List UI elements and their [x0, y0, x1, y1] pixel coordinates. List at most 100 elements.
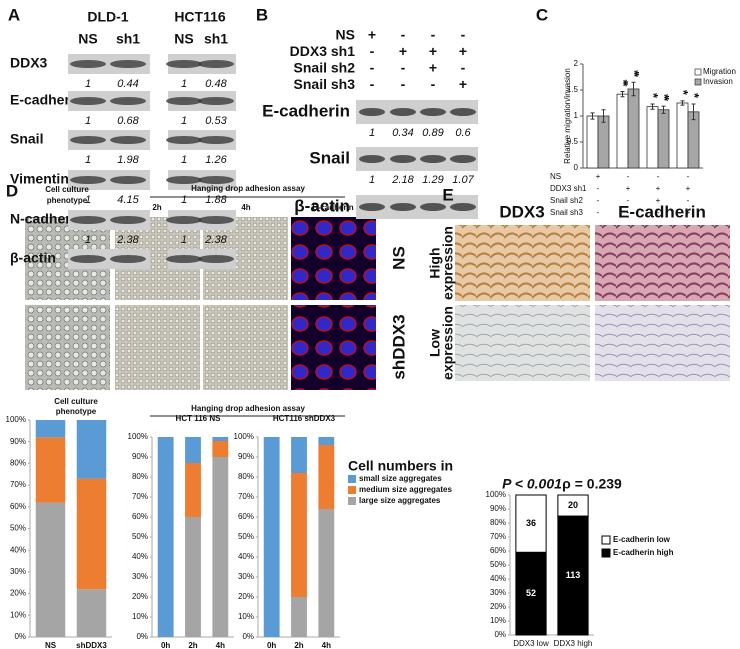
- row-label: expression: [440, 226, 456, 300]
- legend-swatch: [348, 497, 356, 505]
- y-tick-label: 90%: [238, 452, 254, 461]
- photo: [595, 225, 730, 301]
- row-label: Low: [427, 329, 443, 357]
- chart-title: phenotype: [56, 407, 97, 416]
- bar-segment: [76, 420, 107, 479]
- band: [198, 255, 234, 263]
- y-tick-label: 20%: [132, 592, 148, 601]
- legend-swatch: [601, 548, 611, 558]
- quant: 0.68: [117, 115, 139, 127]
- legend-swatch: [348, 475, 356, 483]
- lane-label: sh1: [116, 31, 140, 47]
- protein-label: Snail: [10, 131, 43, 147]
- error-bar: [620, 91, 625, 98]
- y-tick-label: 10%: [132, 612, 148, 621]
- quant: 0.89: [422, 127, 443, 139]
- sign: -: [431, 27, 436, 43]
- quant: 1.26: [205, 154, 227, 166]
- sign: -: [657, 208, 660, 217]
- y-tick-label: 70%: [10, 480, 26, 489]
- legend-label: medium size aggregates: [359, 485, 452, 494]
- bar-segment: [263, 437, 280, 637]
- condition-label: DDX3 sh1: [550, 184, 587, 193]
- y-tick-label: 70%: [132, 492, 148, 501]
- band: [420, 203, 446, 211]
- legend-label: Migration: [703, 67, 736, 76]
- sign: +: [656, 196, 661, 205]
- quant: 1.07: [452, 174, 474, 186]
- band: [390, 155, 416, 163]
- legend-label: E-cadherin high: [613, 548, 674, 557]
- bar-segment: [157, 437, 174, 637]
- y-tick-label: 80%: [490, 518, 506, 527]
- y-tick-label: 10%: [490, 616, 506, 625]
- condition-label: NS: [550, 172, 561, 181]
- error-bar: [661, 105, 666, 114]
- panel-label: E: [442, 185, 453, 204]
- y-tick-label: 90%: [132, 452, 148, 461]
- quant: 1.29: [422, 174, 443, 186]
- y-tick-label: 80%: [238, 472, 254, 481]
- band: [450, 203, 476, 211]
- row-label: NS: [389, 246, 408, 270]
- protein-label: E-cadherin: [10, 92, 82, 108]
- protein-label: DDX3: [10, 55, 48, 71]
- lane-label: sh1: [204, 31, 228, 47]
- significance: **: [627, 70, 642, 78]
- panel-label: B: [256, 5, 268, 24]
- blot: [68, 249, 150, 269]
- bar-segment: [185, 463, 201, 517]
- quant: 2.38: [116, 234, 139, 246]
- panel-label: D: [6, 181, 18, 200]
- sign: -: [627, 208, 630, 217]
- error-bar: [631, 81, 636, 97]
- sign: +: [399, 43, 407, 59]
- photo: [291, 305, 376, 390]
- bar-segment: [35, 420, 66, 438]
- bar-segment: [515, 551, 547, 636]
- photos: [25, 196, 730, 417]
- band: [110, 136, 146, 144]
- legend-swatch: [601, 535, 611, 545]
- protein-label: N-cadherin: [10, 211, 83, 227]
- column-header: phenotype: [47, 196, 88, 205]
- legend-title: Cell numbers in: [348, 458, 453, 474]
- y-axis-label: Relative migration/invasion: [563, 68, 572, 164]
- quant: 1: [181, 78, 187, 90]
- y-tick-label: 40%: [490, 574, 506, 583]
- sign: -: [687, 196, 690, 205]
- y-tick-label: 100%: [6, 415, 26, 424]
- y-tick-label: 30%: [490, 588, 506, 597]
- sign: -: [401, 60, 406, 76]
- column-header: E-cadherin: [618, 202, 706, 221]
- band: [70, 216, 106, 224]
- x-tick-label: 0h: [161, 641, 170, 649]
- data-label: 113: [566, 570, 581, 580]
- photo: [115, 305, 200, 390]
- sign: +: [686, 184, 691, 193]
- condition-label: DDX3 sh1: [290, 43, 356, 59]
- quant: 0.6: [455, 127, 471, 139]
- band: [70, 97, 106, 105]
- photo: [455, 225, 590, 301]
- sign: -: [627, 172, 630, 181]
- quant: 1: [181, 154, 187, 166]
- bar: [676, 102, 689, 169]
- x-tick-label: 4h: [216, 641, 225, 649]
- y-tick-label: 0.5: [567, 137, 579, 146]
- error-bar: [691, 103, 696, 121]
- cell-line: DLD-1: [87, 9, 128, 25]
- bar-segment: [185, 437, 201, 463]
- y-tick-label: 90%: [490, 504, 506, 513]
- band: [166, 97, 202, 105]
- blot: [68, 54, 150, 74]
- protein-label: Vimentin: [10, 171, 69, 187]
- data-label: 36: [526, 518, 536, 528]
- y-tick-label: 0%: [14, 632, 26, 641]
- sign: -: [461, 27, 466, 43]
- y-tick-label: 100%: [128, 432, 148, 441]
- significance: **: [616, 79, 631, 87]
- band: [110, 255, 146, 263]
- band: [110, 176, 146, 184]
